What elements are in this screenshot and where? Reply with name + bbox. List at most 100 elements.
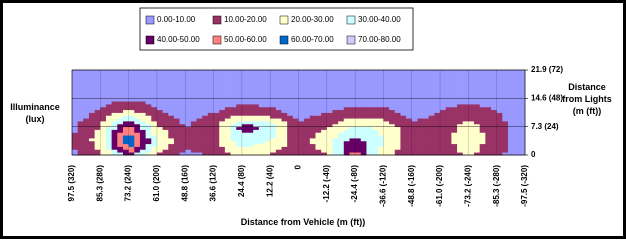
contour-cell bbox=[496, 95, 503, 99]
contour-cell bbox=[219, 129, 226, 133]
contour-cell bbox=[366, 118, 373, 122]
contour-cell bbox=[366, 152, 373, 156]
contour-cell bbox=[474, 140, 481, 145]
contour-cell bbox=[411, 101, 418, 105]
contour-cell bbox=[417, 89, 424, 94]
contour-cell bbox=[179, 112, 186, 116]
contour-cell bbox=[100, 135, 107, 139]
contour-cell bbox=[519, 87, 526, 91]
contour-cell bbox=[105, 78, 113, 82]
contour-cell bbox=[394, 98, 401, 102]
contour-cell bbox=[411, 89, 418, 94]
contour-cell bbox=[457, 126, 464, 130]
contour-cell bbox=[434, 106, 441, 111]
contour-cell bbox=[151, 135, 158, 139]
contour-cell bbox=[264, 78, 271, 82]
contour-cell bbox=[145, 75, 152, 79]
contour-cell bbox=[292, 115, 299, 119]
contour-cell bbox=[485, 84, 492, 88]
contour-cell bbox=[451, 70, 458, 74]
contour-cell bbox=[145, 143, 152, 147]
legend-label: 60.00-70.00 bbox=[291, 35, 334, 44]
contour-cell bbox=[77, 140, 84, 145]
contour-cell bbox=[400, 87, 407, 91]
contour-cell bbox=[457, 84, 464, 88]
contour-cell bbox=[151, 104, 158, 108]
contour-cell bbox=[179, 129, 186, 133]
contour-cell bbox=[83, 123, 90, 128]
contour-cell bbox=[168, 81, 175, 85]
contour-cell bbox=[343, 95, 350, 99]
contour-cell bbox=[219, 72, 226, 77]
contour-cell bbox=[264, 115, 271, 119]
contour-cell bbox=[207, 101, 214, 105]
contour-cell bbox=[457, 129, 464, 133]
contour-cell bbox=[241, 132, 248, 136]
contour-cell bbox=[100, 89, 107, 94]
contour-cell bbox=[111, 112, 118, 116]
contour-cell bbox=[377, 109, 384, 113]
contour-cell bbox=[332, 92, 339, 96]
contour-cell bbox=[145, 87, 152, 91]
contour-cell bbox=[173, 101, 180, 105]
contour-cell bbox=[162, 115, 169, 119]
contour-cell bbox=[287, 112, 294, 116]
contour-cell bbox=[298, 75, 305, 79]
contour-cell bbox=[185, 138, 192, 142]
contour-cell bbox=[168, 115, 175, 119]
contour-cell bbox=[241, 95, 248, 99]
contour-cell bbox=[513, 75, 520, 79]
x-tick-label: 97.5 (320) bbox=[67, 165, 76, 202]
contour-cell bbox=[445, 78, 452, 82]
contour-cell bbox=[275, 81, 282, 85]
contour-cell bbox=[474, 129, 481, 133]
contour-cell bbox=[423, 75, 430, 79]
contour-cell bbox=[219, 149, 226, 153]
contour-cell bbox=[151, 98, 158, 102]
contour-cell bbox=[423, 132, 430, 136]
contour-cell bbox=[179, 92, 186, 96]
contour-cell bbox=[411, 129, 418, 133]
contour-cell bbox=[394, 70, 401, 74]
contour-cell bbox=[270, 115, 277, 119]
contour-cell bbox=[134, 152, 141, 156]
contour-cell bbox=[258, 109, 265, 113]
contour-cell bbox=[230, 92, 237, 96]
contour-cell bbox=[411, 92, 418, 96]
contour-cell bbox=[360, 146, 367, 150]
contour-cell bbox=[168, 112, 175, 116]
contour-cell bbox=[281, 84, 288, 88]
contour-cell bbox=[88, 123, 96, 128]
contour-cell bbox=[479, 87, 486, 91]
contour-cell bbox=[423, 87, 430, 91]
contour-cell bbox=[428, 126, 435, 130]
contour-cell bbox=[349, 146, 356, 150]
contour-cell bbox=[145, 118, 152, 122]
contour-cell bbox=[462, 109, 469, 113]
contour-cell bbox=[207, 135, 214, 139]
contour-cell bbox=[383, 95, 390, 99]
contour-cell bbox=[389, 121, 396, 125]
contour-cell bbox=[270, 75, 277, 79]
contour-cell bbox=[162, 98, 169, 102]
contour-cell bbox=[417, 123, 424, 128]
contour-cell bbox=[434, 135, 441, 139]
contour-cell bbox=[100, 149, 107, 153]
contour-cell bbox=[219, 81, 226, 85]
contour-cell bbox=[508, 104, 515, 108]
contour-cell bbox=[253, 75, 260, 79]
contour-cell bbox=[202, 140, 209, 145]
contour-cell bbox=[117, 121, 124, 125]
contour-cell bbox=[457, 101, 464, 105]
contour-cell bbox=[355, 140, 362, 145]
contour-cell bbox=[485, 104, 492, 108]
contour-cell bbox=[349, 140, 356, 145]
contour-cell bbox=[343, 104, 350, 108]
contour-cell bbox=[111, 126, 118, 130]
contour-cell bbox=[213, 84, 220, 88]
contour-cell bbox=[491, 89, 498, 94]
contour-cell bbox=[366, 121, 373, 125]
contour-cell bbox=[100, 118, 107, 122]
contour-cell bbox=[72, 115, 79, 119]
contour-cell bbox=[440, 70, 447, 74]
